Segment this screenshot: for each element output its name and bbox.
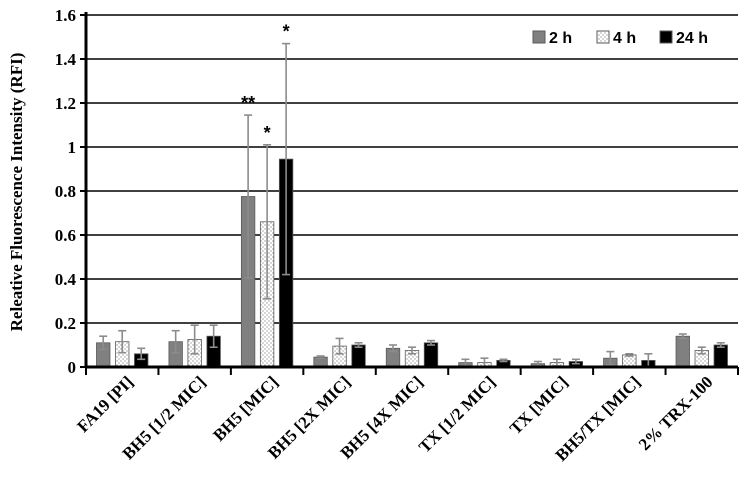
y-tick-label: 0.4 [55, 270, 77, 289]
x-category-labels: FA19 [PI]BH5 [1/2 MIC] BH5 [MIC]BH5 [2X M… [73, 372, 716, 465]
x-category-label: TX [MIC] [506, 372, 572, 438]
y-tick-label: 1.2 [55, 94, 76, 113]
gridlines [86, 14, 738, 324]
y-tick-label: 1 [68, 138, 77, 157]
x-category-label: 2% TRX-100 [635, 372, 717, 454]
y-axis-label: Releative Fluorescence Intensity (RFI) [7, 53, 26, 332]
legend: 2 h 4 h 24 h [532, 30, 708, 47]
bar [675, 335, 690, 368]
legend-swatch [596, 30, 610, 44]
legend-swatch [532, 30, 546, 44]
significance-marker: * [264, 123, 271, 143]
legend-label: 4 h [613, 30, 636, 47]
bar [713, 344, 728, 368]
y-tick-label: 0.6 [55, 226, 76, 245]
y-tick-label: 0 [68, 358, 77, 377]
significance-annotations: **** [241, 22, 290, 143]
bar [423, 342, 439, 368]
y-tick-label: 1.6 [55, 6, 76, 25]
legend-swatch [659, 30, 673, 44]
legend-label: 2 h [549, 30, 572, 47]
axes [80, 12, 739, 375]
x-category-label: TX [1/2 MIC] [415, 372, 499, 456]
y-tick-label: 1.4 [55, 50, 77, 69]
significance-marker: ** [241, 93, 255, 113]
significance-marker: * [283, 22, 290, 42]
x-category-label: FA19 [PI] [73, 372, 137, 436]
x-category-label: BH5 [MIC] [209, 372, 282, 445]
error-bars [99, 42, 725, 368]
legend-label: 24 h [676, 30, 708, 47]
y-tick-label: 0.8 [55, 182, 76, 201]
y-tick-label: 0.2 [55, 314, 76, 333]
y-tick-labels: 0 0.2 0.4 0.6 0.8 1 1.2 1.4 1.6 [55, 6, 77, 377]
bar [351, 344, 366, 368]
